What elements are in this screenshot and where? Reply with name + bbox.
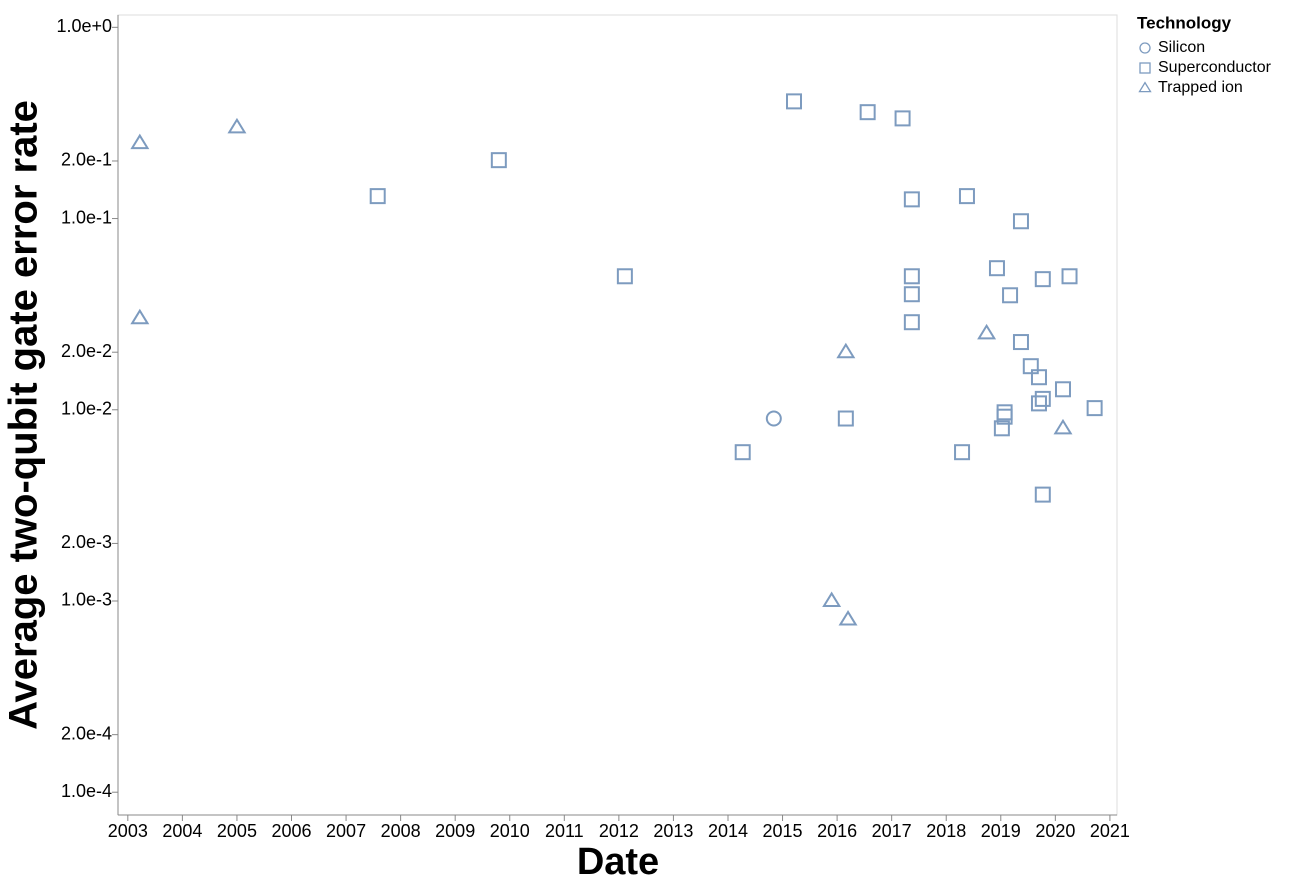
legend-title: Technology: [1137, 13, 1232, 32]
x-tick-label: 2019: [981, 821, 1021, 841]
point: [859, 104, 876, 121]
x-tick-label: 2018: [926, 821, 966, 841]
x-tick-label: 2005: [217, 821, 257, 841]
point: [734, 444, 751, 461]
point: [1022, 358, 1039, 375]
x-tick-label: 2003: [108, 821, 148, 841]
legend-label: Superconductor: [1158, 59, 1272, 76]
x-axis-title: Date: [577, 841, 659, 883]
legend-symbol: [1139, 42, 1151, 54]
x-tick-label: 2007: [326, 821, 366, 841]
y-tick-label: 2.0e-2: [61, 341, 112, 361]
point: [894, 110, 911, 127]
point: [903, 286, 920, 303]
point: [837, 410, 854, 427]
point: [838, 610, 858, 626]
legend-label: Silicon: [1158, 39, 1205, 56]
plot-area: [117, 14, 1118, 816]
y-tick-label: 2.0e-4: [61, 723, 112, 743]
point: [130, 133, 150, 150]
point: [993, 420, 1010, 437]
x-tick-label: 2016: [817, 821, 857, 841]
y-axis-title: Average two-qubit gate error rate: [2, 100, 46, 730]
y-tick-label: 2.0e-3: [61, 532, 112, 552]
point: [903, 314, 920, 331]
point: [1034, 486, 1051, 503]
x-tick-label: 2009: [435, 821, 475, 841]
x-tick-label: 2014: [708, 821, 748, 841]
legend-label: Trapped ion: [1158, 79, 1243, 96]
x-tick-label: 2021: [1090, 821, 1130, 841]
point: [954, 444, 971, 461]
point: [1002, 287, 1019, 304]
point: [996, 408, 1013, 425]
point: [1012, 213, 1029, 230]
y-tick-label: 1.0e-1: [61, 207, 112, 227]
legend-symbol: [1138, 81, 1152, 93]
point: [1061, 268, 1078, 285]
point: [1054, 381, 1071, 398]
x-tick-label: 2017: [872, 821, 912, 841]
legend-symbol: [1139, 62, 1151, 74]
point: [958, 188, 975, 205]
x-tick-label: 2004: [162, 821, 202, 841]
point: [227, 117, 247, 134]
point: [1030, 395, 1047, 412]
point: [1034, 390, 1051, 407]
x-tick-label: 2008: [381, 821, 421, 841]
point: [1030, 369, 1047, 386]
point: [490, 152, 507, 169]
point: [903, 191, 920, 208]
point: [1086, 400, 1103, 417]
point: [786, 93, 803, 110]
point: [616, 268, 633, 285]
x-tick-label: 2013: [653, 821, 693, 841]
point: [903, 268, 920, 285]
point: [977, 323, 997, 340]
y-tick-label: 1.0e-2: [61, 399, 112, 419]
y-tick-label: 1.0e-3: [61, 590, 112, 610]
point: [836, 342, 856, 359]
x-tick-label: 2011: [545, 821, 584, 841]
point: [130, 308, 150, 325]
point: [369, 188, 386, 205]
x-tick-label: 2010: [490, 821, 530, 841]
point: [1012, 334, 1029, 351]
point: [765, 410, 782, 427]
point: [988, 260, 1005, 277]
point: [1053, 418, 1073, 435]
point: [822, 591, 842, 608]
y-tick-label: 1.0e-4: [61, 781, 112, 801]
y-tick-label: 1.0e+0: [56, 16, 112, 36]
point: [1034, 271, 1051, 288]
x-tick-label: 2020: [1035, 821, 1075, 841]
y-tick-label: 2.0e-1: [61, 150, 112, 170]
x-tick-label: 2012: [599, 821, 639, 841]
point: [996, 404, 1013, 421]
x-tick-label: 2006: [271, 821, 311, 841]
x-tick-label: 2015: [763, 821, 803, 841]
